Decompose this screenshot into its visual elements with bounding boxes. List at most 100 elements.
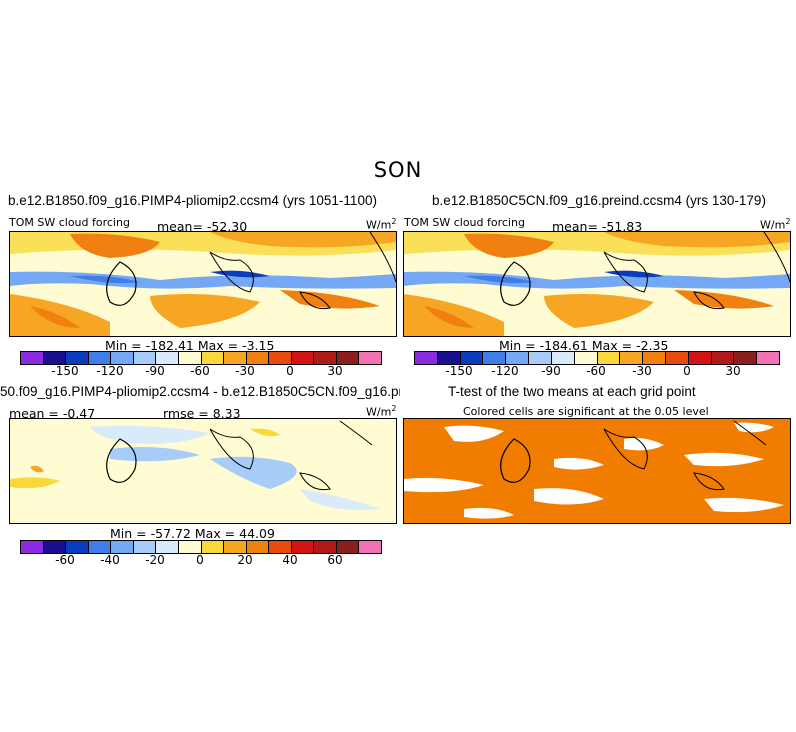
cbar-b-c4 bbox=[506, 352, 530, 364]
top-right-units: W/m2 bbox=[760, 217, 791, 232]
cbar-c-c2 bbox=[66, 541, 89, 553]
tick: 0 bbox=[196, 553, 204, 567]
cbar-b-c0 bbox=[415, 352, 438, 364]
cbar-a-c3 bbox=[88, 352, 112, 364]
cbar-a-c4 bbox=[111, 352, 134, 364]
ttest-title: T-test of the two means at each grid poi… bbox=[448, 384, 696, 399]
top-left-mean: mean= -52.30 bbox=[157, 219, 248, 234]
diff-map-svg bbox=[10, 419, 396, 523]
cbar-a-c8 bbox=[201, 352, 225, 364]
diff-colorbar bbox=[20, 540, 382, 554]
top-left-colorbar bbox=[20, 351, 382, 365]
cbar-a-c13 bbox=[314, 352, 337, 364]
cbar-a-c10 bbox=[246, 352, 270, 364]
cbar-a-c9 bbox=[224, 352, 247, 364]
top-right-map bbox=[403, 231, 791, 337]
cbar-b-c2 bbox=[460, 352, 484, 364]
tick: 30 bbox=[725, 364, 741, 378]
tick: -60 bbox=[55, 553, 75, 567]
cbar-a-c5 bbox=[133, 352, 157, 364]
cbar-b-c14 bbox=[734, 352, 758, 364]
cbar-c-c9 bbox=[224, 541, 247, 553]
cbar-c-c13 bbox=[314, 541, 337, 553]
tick: 0 bbox=[683, 364, 691, 378]
cbar-c-c14 bbox=[336, 541, 360, 553]
tick: 0 bbox=[286, 364, 294, 378]
top-left-units: W/m2 bbox=[366, 217, 397, 232]
cbar-b-c6 bbox=[551, 352, 575, 364]
tick: -30 bbox=[632, 364, 652, 378]
tick: -90 bbox=[541, 364, 561, 378]
cbar-b-c3 bbox=[483, 352, 507, 364]
tick: 60 bbox=[327, 553, 343, 567]
cbar-b-c1 bbox=[437, 352, 461, 364]
cbar-c-c12 bbox=[291, 541, 315, 553]
cbar-c-c4 bbox=[111, 541, 134, 553]
cbar-c-c11 bbox=[269, 541, 292, 553]
top-left-map bbox=[9, 231, 397, 337]
top-right-map-svg bbox=[404, 232, 790, 336]
tick: -40 bbox=[100, 553, 120, 567]
cbar-c-c8 bbox=[201, 541, 225, 553]
top-right-mean: mean= -51.83 bbox=[552, 219, 643, 234]
ttest-map bbox=[403, 418, 791, 524]
top-right-field-label: TOM SW cloud forcing bbox=[404, 216, 525, 229]
cbar-b-c8 bbox=[597, 352, 621, 364]
cbar-a-c7 bbox=[178, 352, 202, 364]
diff-map bbox=[9, 418, 397, 524]
cbar-c-c6 bbox=[156, 541, 179, 553]
tick: -120 bbox=[491, 364, 519, 378]
cbar-b-c7 bbox=[574, 352, 598, 364]
season-title: SON bbox=[373, 158, 423, 182]
cbar-b-c12 bbox=[688, 352, 712, 364]
cbar-b-c13 bbox=[711, 352, 735, 364]
top-left-field-label: TOM SW cloud forcing bbox=[9, 216, 130, 229]
cbar-a-c1 bbox=[43, 352, 67, 364]
top-left-minmax: Min = -182.41 Max = -3.15 bbox=[105, 338, 275, 353]
tick: 40 bbox=[282, 553, 298, 567]
diff-mean: mean = -0.47 bbox=[9, 406, 96, 421]
cbar-b-c15 bbox=[757, 352, 779, 364]
tick: -90 bbox=[145, 364, 165, 378]
cbar-b-c11 bbox=[665, 352, 689, 364]
tick: -30 bbox=[235, 364, 255, 378]
tick: 30 bbox=[327, 364, 343, 378]
cbar-a-c2 bbox=[66, 352, 89, 364]
cbar-a-c14 bbox=[336, 352, 360, 364]
tick: -60 bbox=[586, 364, 606, 378]
cbar-c-c10 bbox=[246, 541, 270, 553]
top-left-case-title: b.e12.B1850.f09_g16.PIMP4-pliomip2.ccsm4… bbox=[8, 193, 377, 208]
cbar-c-c7 bbox=[178, 541, 202, 553]
cbar-a-c0 bbox=[21, 352, 44, 364]
top-right-minmax: Min = -184.61 Max = -2.35 bbox=[499, 338, 669, 353]
tick: -150 bbox=[445, 364, 473, 378]
diff-title: 50.f09_g16.PIMP4-pliomip2.ccsm4 - b.e12.… bbox=[0, 384, 400, 399]
tick: -150 bbox=[51, 364, 79, 378]
cbar-b-c5 bbox=[529, 352, 552, 364]
top-right-colorbar-ticks: -150 -120 -90 -60 -30 0 30 bbox=[414, 364, 778, 380]
top-right-case-title: b.e12.B1850C5CN.f09_g16.preind.ccsm4 (yr… bbox=[432, 193, 766, 208]
cbar-c-c5 bbox=[133, 541, 157, 553]
cbar-a-c6 bbox=[156, 352, 179, 364]
top-left-map-svg bbox=[10, 232, 396, 336]
cbar-c-c3 bbox=[88, 541, 112, 553]
tick: -60 bbox=[190, 364, 210, 378]
diff-colorbar-ticks: -60 -40 -20 0 20 40 60 bbox=[20, 553, 380, 569]
diff-units: W/m2 bbox=[366, 404, 397, 419]
cbar-a-c15 bbox=[359, 352, 381, 364]
top-right-colorbar bbox=[414, 351, 780, 365]
cbar-c-c15 bbox=[359, 541, 381, 553]
tick: -120 bbox=[96, 364, 124, 378]
tick: 20 bbox=[237, 553, 253, 567]
ttest-subtitle: Colored cells are significant at the 0.0… bbox=[463, 405, 709, 418]
diff-minmax: Min = -57.72 Max = 44.09 bbox=[110, 526, 275, 541]
cbar-c-c0 bbox=[21, 541, 44, 553]
cbar-b-c9 bbox=[620, 352, 644, 364]
cbar-a-c11 bbox=[269, 352, 292, 364]
diff-rmse: rmse = 8.33 bbox=[163, 406, 241, 421]
cbar-a-c12 bbox=[291, 352, 315, 364]
cbar-b-c10 bbox=[643, 352, 666, 364]
tick: -20 bbox=[145, 553, 165, 567]
ttest-map-svg bbox=[404, 419, 790, 523]
cbar-c-c1 bbox=[43, 541, 67, 553]
